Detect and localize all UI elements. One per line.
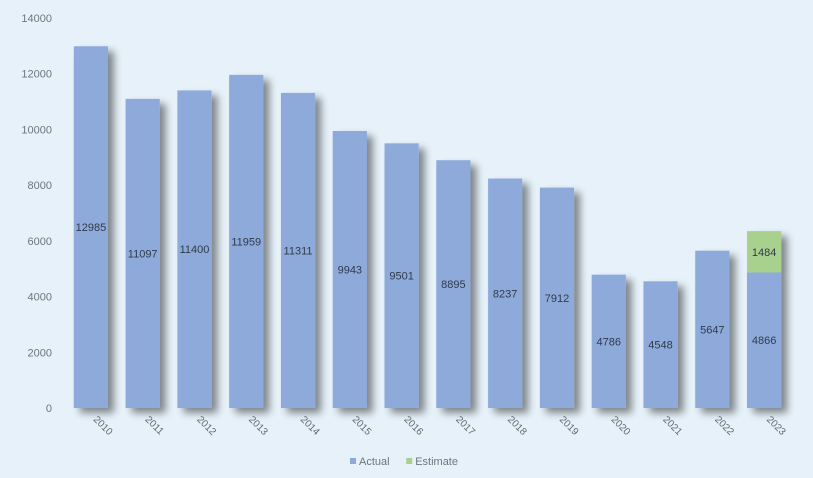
data-label: 1484 (752, 247, 776, 259)
data-label: 11311 (284, 245, 313, 257)
bar-group (384, 143, 419, 408)
y-tick-label: 4000 (28, 292, 52, 304)
bar-group (177, 90, 212, 408)
bar-actual-2021 (643, 281, 678, 408)
bar-group (591, 274, 626, 408)
x-tick-label: 2018 (505, 414, 529, 438)
x-tick-label: 2017 (453, 414, 477, 438)
x-tick-label: 2015 (350, 414, 374, 438)
legend: Actual Estimate (350, 456, 458, 468)
x-tick-label: 2013 (246, 414, 270, 438)
legend-swatch (406, 458, 413, 464)
legend-swatch (350, 458, 356, 464)
y-tick-label: 2000 (28, 347, 52, 359)
bar-actual-2014 (280, 92, 316, 408)
bar-actual-2020 (591, 274, 626, 408)
x-tick-label: 2010 (91, 414, 115, 438)
x-tick-label: 2021 (660, 414, 684, 438)
x-tick-label: 2023 (764, 414, 788, 438)
data-label: 4866 (752, 335, 776, 347)
bar-actual-2016 (384, 143, 419, 408)
bar-actual-2013 (229, 74, 264, 408)
data-label: 12985 (76, 222, 107, 234)
y-tick-label: 6000 (28, 236, 52, 248)
bar-actual-2011 (125, 98, 160, 408)
bar-group (125, 98, 160, 408)
bar-group (229, 74, 264, 408)
bar-group (73, 46, 108, 409)
bar-group (488, 178, 523, 408)
data-label: 11400 (180, 244, 210, 256)
bar-actual-2018 (488, 178, 523, 408)
x-axis: 2010 2011 2012 2013 2014 2015 2016 2017 2018 2019… (91, 414, 788, 438)
bar-actual-2022 (695, 250, 730, 408)
bars: 12985 11097 11400 11959 11311 9943 9501 8895 823… (73, 46, 782, 409)
y-tick-label: 8000 (28, 180, 52, 192)
bar-group (436, 160, 471, 408)
bar-group (539, 187, 575, 408)
bar-group (643, 281, 678, 408)
bar-group (332, 131, 367, 409)
data-label: 11097 (128, 248, 158, 260)
bar-actual-2019 (539, 187, 575, 408)
x-tick-label: 2020 (609, 414, 633, 438)
data-label: 9501 (389, 271, 413, 283)
y-axis: 0 2000 4000 6000 8000 10000 12000 14000 (21, 13, 52, 415)
x-tick-label: 2012 (194, 414, 218, 438)
data-label: 11959 (231, 236, 261, 248)
bar-group (695, 250, 730, 408)
legend-label: Estimate (415, 456, 458, 468)
bar-actual-2023 (747, 272, 782, 408)
legend-label: Actual (359, 456, 390, 468)
y-tick-label: 10000 (21, 124, 52, 136)
x-tick-label: 2014 (298, 414, 322, 438)
data-label: 8237 (493, 288, 517, 300)
data-label: 8895 (441, 279, 465, 291)
bar-actual-2015 (332, 131, 367, 409)
x-tick-label: 2022 (712, 414, 736, 438)
data-label: 9943 (338, 265, 362, 277)
bar-actual-2017 (436, 160, 471, 408)
bar-actual-2010 (73, 46, 108, 409)
y-tick-label: 0 (46, 403, 52, 415)
x-tick-label: 2016 (401, 414, 425, 438)
data-label: 4786 (597, 336, 621, 348)
y-tick-label: 12000 (21, 69, 52, 81)
x-tick-label: 2011 (143, 414, 166, 437)
y-tick-label: 14000 (21, 13, 52, 25)
data-label: 4548 (648, 340, 672, 352)
bar-actual-2012 (177, 90, 212, 408)
data-label: 7912 (545, 293, 569, 305)
bar-group (280, 92, 316, 408)
x-tick-label: 2019 (557, 414, 581, 438)
bar-estimate-2023 (747, 231, 782, 273)
bar-group (747, 231, 782, 408)
data-label: 5647 (700, 324, 724, 336)
